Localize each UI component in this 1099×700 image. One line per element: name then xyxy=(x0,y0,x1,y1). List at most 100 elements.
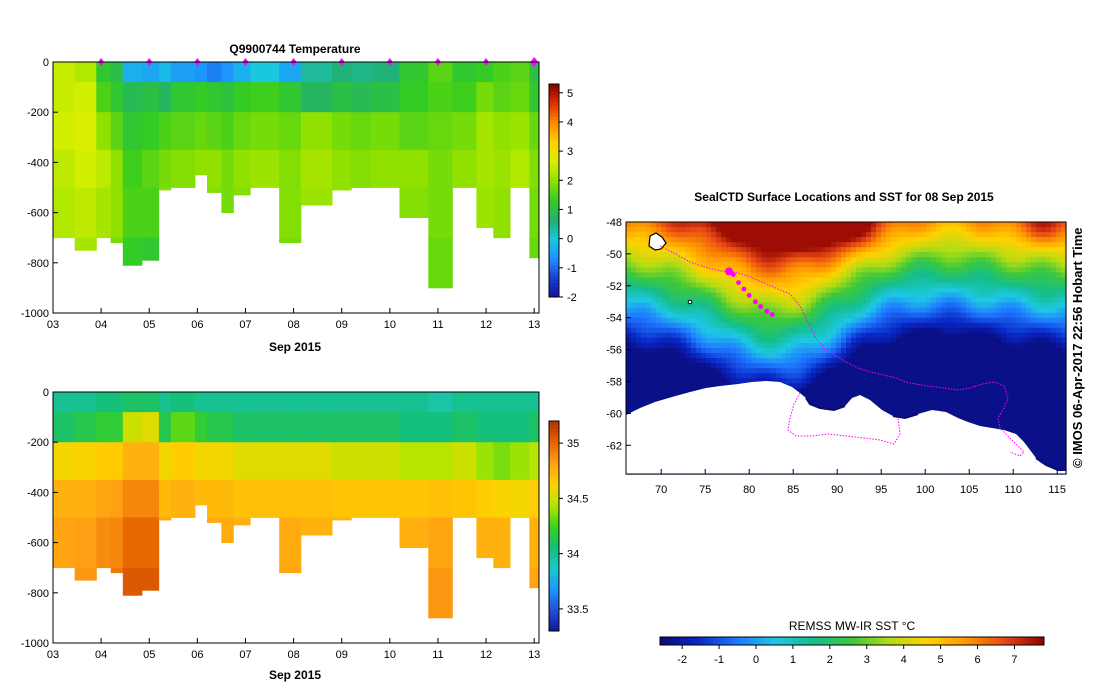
sst-cell xyxy=(986,343,992,349)
sst-cell xyxy=(866,368,872,374)
sst-cell xyxy=(1031,262,1037,268)
sst-cell xyxy=(856,327,862,334)
section-cell xyxy=(351,112,371,151)
sst-cell xyxy=(971,322,977,329)
surface-location-point xyxy=(758,304,763,309)
sst-cell xyxy=(921,287,927,294)
sst-cell xyxy=(816,287,822,294)
sst-cell xyxy=(731,247,737,253)
sst-cell xyxy=(866,348,872,354)
sst-cell xyxy=(1026,398,1032,405)
sst-cell xyxy=(921,363,927,369)
lat-tick-label: -60 xyxy=(606,408,622,420)
sst-cell xyxy=(661,232,667,238)
sst-cell xyxy=(841,222,847,228)
sst-cell xyxy=(1016,247,1022,253)
sst-cell xyxy=(731,232,737,238)
section-cell xyxy=(170,112,196,151)
sst-cell xyxy=(696,282,702,289)
sst-cell xyxy=(956,282,962,289)
sst-cell xyxy=(996,332,1002,339)
section-cell xyxy=(142,62,160,83)
section-cell xyxy=(250,62,280,83)
colorbar-swatch xyxy=(717,637,723,645)
colorbar-tick-label: 4 xyxy=(567,117,573,129)
sst-cell xyxy=(786,322,792,329)
sst-cell xyxy=(876,247,882,253)
sst-cell xyxy=(886,222,892,228)
sst-cell xyxy=(991,383,997,389)
sst-cell xyxy=(871,348,877,354)
sst-cell xyxy=(1021,287,1027,294)
sst-cell xyxy=(881,272,887,279)
sst-cell xyxy=(896,277,902,284)
sst-cell xyxy=(846,363,852,369)
sst-cell xyxy=(831,312,837,319)
sst-cell xyxy=(866,252,872,258)
sst-cell xyxy=(726,307,732,314)
sst-cell xyxy=(996,222,1002,228)
colorbar-swatch xyxy=(549,547,559,551)
sst-cell xyxy=(841,393,847,400)
sst-cell xyxy=(751,343,757,349)
section-cell xyxy=(207,392,222,413)
sst-cell xyxy=(916,403,922,410)
sst-cell xyxy=(966,307,972,314)
sst-cell xyxy=(1011,428,1017,435)
sst-cell xyxy=(1031,418,1037,425)
sst-cell xyxy=(636,332,642,339)
sst-cell xyxy=(631,312,637,319)
colorbar-swatch xyxy=(549,421,559,425)
sst-cell xyxy=(666,393,672,400)
sst-cell xyxy=(996,348,1002,354)
sst-cell xyxy=(901,413,907,420)
sst-cell xyxy=(701,322,707,329)
sst-cell xyxy=(731,322,737,329)
sst-cell xyxy=(861,252,867,258)
sst-cell xyxy=(841,373,847,379)
sst-cell xyxy=(681,358,687,364)
sst-cell xyxy=(901,393,907,400)
sst-cell xyxy=(791,378,797,384)
lon-tick-label: 80 xyxy=(743,484,755,496)
sst-cell xyxy=(1016,393,1022,400)
sst-cell xyxy=(846,242,852,248)
sst-cell xyxy=(741,322,747,329)
colorbar-swatch xyxy=(549,119,559,124)
sst-cell xyxy=(691,317,697,324)
sst-cell xyxy=(1031,252,1037,258)
sst-cell xyxy=(721,378,727,384)
sst-cell xyxy=(846,292,852,299)
sst-cell xyxy=(941,312,947,319)
sst-cell xyxy=(876,403,882,410)
sst-cell xyxy=(1021,302,1027,309)
sst-cell xyxy=(1051,348,1057,354)
sst-cell xyxy=(661,262,667,268)
sst-cell xyxy=(641,388,647,394)
sst-cell xyxy=(871,257,877,263)
sst-cell xyxy=(691,262,697,268)
sst-cell xyxy=(1031,332,1037,339)
sst-cell xyxy=(696,242,702,248)
sst-cell xyxy=(901,242,907,248)
sst-cell xyxy=(866,378,872,384)
sst-cell xyxy=(811,398,817,405)
sst-cell xyxy=(681,383,687,389)
sst-cell xyxy=(706,297,712,304)
sst-cell xyxy=(971,363,977,369)
sst-cell xyxy=(646,363,652,369)
sst-cell xyxy=(851,262,857,268)
section-cell xyxy=(53,112,76,151)
sst-cell xyxy=(1006,307,1012,314)
sst-cell xyxy=(1001,373,1007,379)
sst-cell xyxy=(871,337,877,344)
sst-cell xyxy=(896,408,902,415)
sst-cell xyxy=(941,408,947,415)
sst-cell xyxy=(901,292,907,299)
sst-cell xyxy=(1031,378,1037,384)
sst-cell xyxy=(916,247,922,253)
sst-cell xyxy=(986,378,992,384)
sst-cell xyxy=(1046,317,1052,324)
sst-cell xyxy=(936,272,942,279)
sst-cell xyxy=(736,257,742,263)
